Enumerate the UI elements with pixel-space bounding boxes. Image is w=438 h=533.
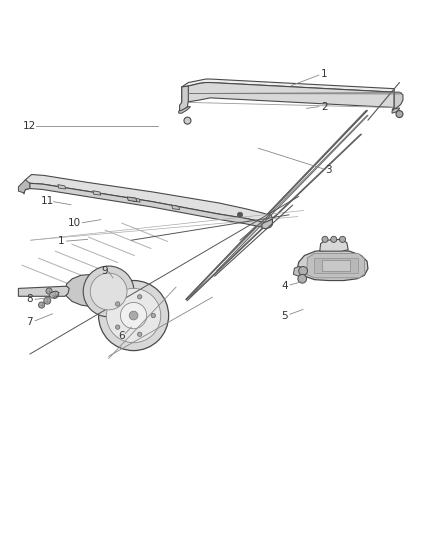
Polygon shape — [297, 250, 368, 280]
Polygon shape — [314, 258, 358, 273]
Circle shape — [51, 292, 58, 298]
Polygon shape — [179, 107, 191, 113]
Polygon shape — [182, 79, 394, 92]
Text: 9: 9 — [101, 266, 108, 276]
Polygon shape — [293, 266, 302, 276]
Text: 8: 8 — [26, 294, 33, 304]
Text: 11: 11 — [41, 196, 54, 206]
Text: 1: 1 — [58, 236, 65, 246]
Polygon shape — [262, 219, 272, 229]
Polygon shape — [320, 239, 348, 251]
Circle shape — [331, 236, 337, 243]
Polygon shape — [23, 183, 30, 193]
Text: 6: 6 — [118, 330, 125, 341]
Text: 10: 10 — [68, 217, 81, 228]
Polygon shape — [182, 83, 394, 108]
Circle shape — [151, 313, 155, 318]
Circle shape — [116, 302, 120, 306]
Polygon shape — [18, 286, 69, 296]
Circle shape — [339, 236, 346, 243]
Circle shape — [138, 332, 142, 336]
Circle shape — [120, 302, 147, 329]
Polygon shape — [93, 191, 101, 195]
Text: 4: 4 — [281, 281, 288, 291]
Circle shape — [116, 325, 120, 329]
Polygon shape — [307, 253, 365, 278]
Polygon shape — [172, 205, 180, 209]
Text: 12: 12 — [23, 122, 36, 131]
Polygon shape — [132, 198, 140, 202]
Circle shape — [99, 280, 169, 351]
Circle shape — [138, 295, 142, 299]
Circle shape — [44, 297, 51, 304]
Circle shape — [298, 274, 307, 283]
Text: 2: 2 — [321, 102, 328, 111]
Text: 5: 5 — [281, 311, 288, 320]
Polygon shape — [18, 180, 30, 193]
Polygon shape — [392, 92, 403, 110]
Circle shape — [129, 311, 138, 320]
Circle shape — [396, 110, 403, 118]
Circle shape — [299, 266, 307, 275]
Polygon shape — [392, 108, 399, 113]
Polygon shape — [322, 260, 350, 271]
Circle shape — [184, 117, 191, 124]
Circle shape — [46, 288, 52, 294]
Text: 3: 3 — [325, 165, 332, 175]
Polygon shape — [180, 86, 188, 111]
Polygon shape — [58, 184, 66, 189]
Polygon shape — [127, 197, 137, 201]
Circle shape — [39, 302, 45, 308]
Circle shape — [322, 236, 328, 243]
Circle shape — [90, 273, 127, 310]
Text: 7: 7 — [26, 317, 33, 327]
Polygon shape — [23, 183, 272, 228]
Polygon shape — [49, 291, 59, 298]
Polygon shape — [66, 274, 129, 307]
Circle shape — [106, 288, 161, 343]
Circle shape — [83, 266, 134, 317]
Circle shape — [237, 212, 243, 217]
Text: 1: 1 — [321, 69, 328, 79]
Polygon shape — [24, 174, 272, 223]
